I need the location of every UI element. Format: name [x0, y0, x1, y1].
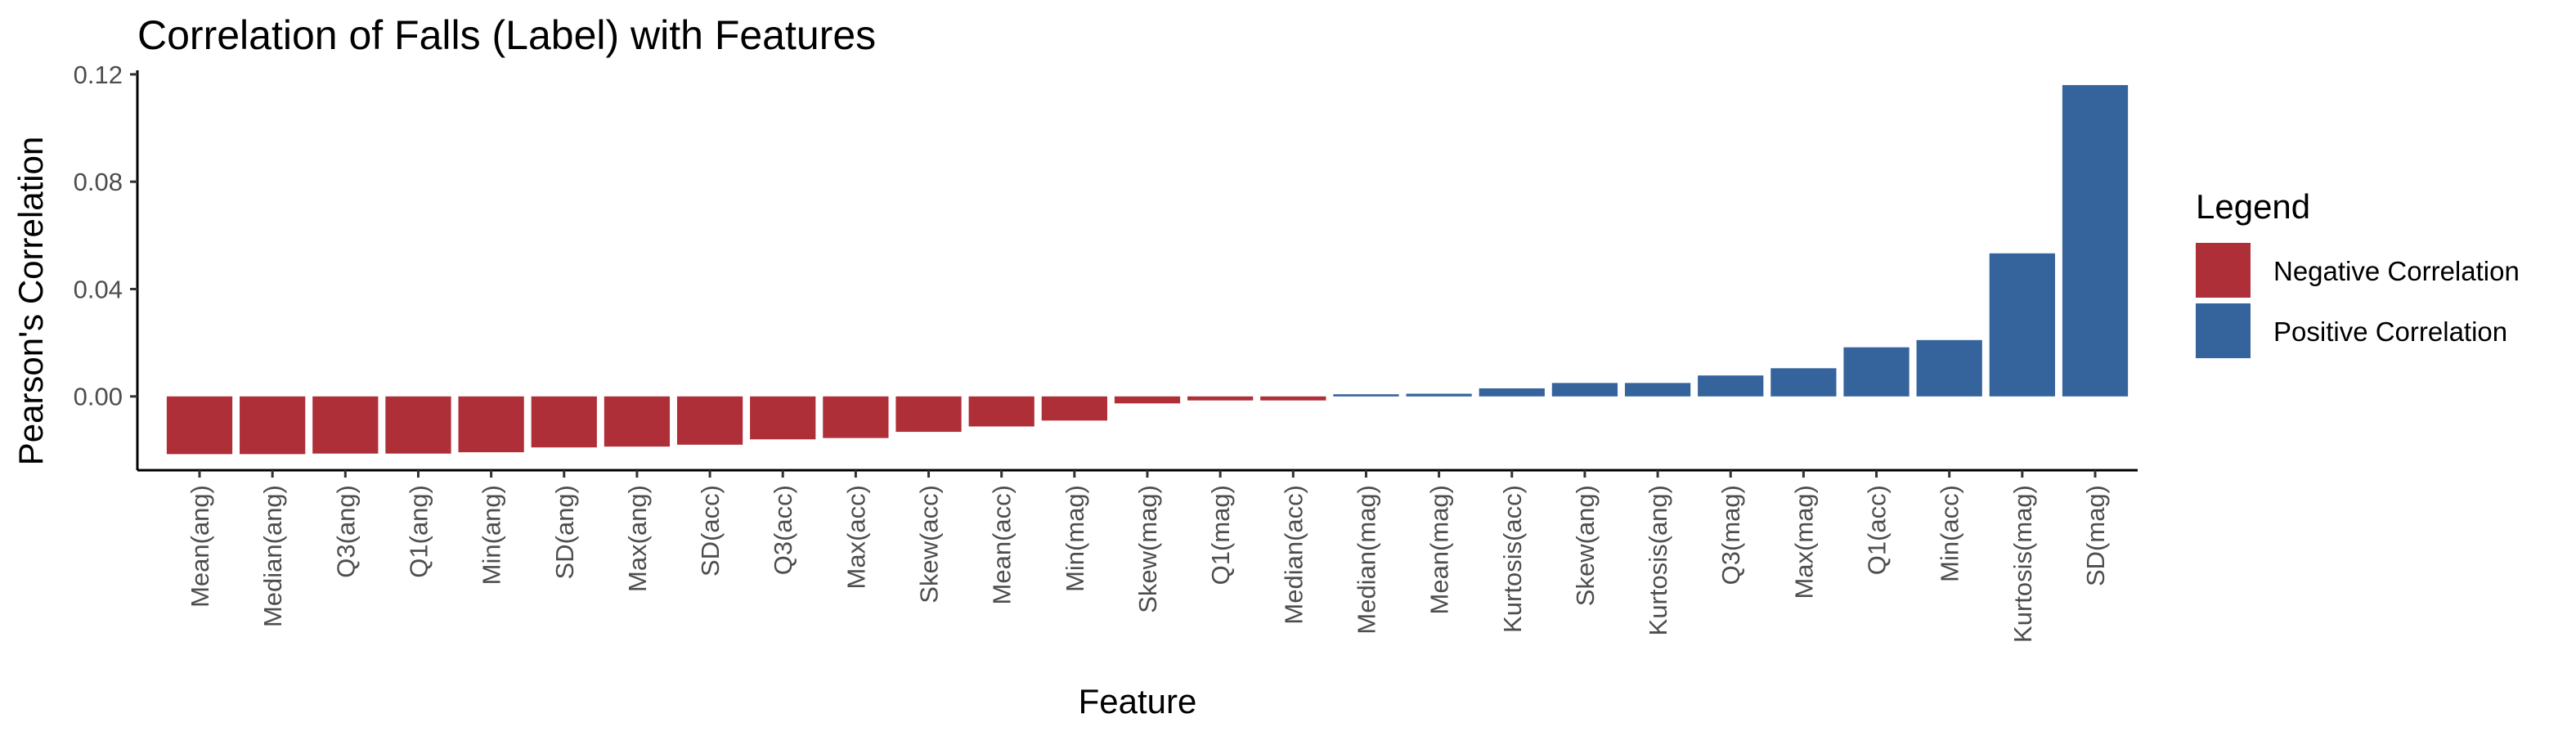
- bar-min-mag: [1041, 396, 1107, 421]
- chart-title: Correlation of Falls (Label) with Featur…: [137, 12, 876, 58]
- bar-kurtosis-mag: [1989, 253, 2055, 397]
- x-tick-label: Q3(ang): [331, 485, 360, 578]
- legend: Legend Negative Correlation Positive Cor…: [2196, 187, 2520, 358]
- x-tick-label: Skew(ang): [1571, 485, 1600, 606]
- bar-q1-ang: [385, 396, 451, 454]
- bar-median-mag: [1333, 394, 1399, 397]
- y-tick-label: 0.04: [74, 275, 123, 303]
- bar-max-mag: [1770, 368, 1837, 397]
- x-tick-label: Skew(acc): [915, 485, 944, 604]
- x-tick-label: Q1(acc): [1863, 485, 1892, 575]
- y-tick-label: 0.12: [74, 61, 123, 89]
- bar-min-acc: [1916, 339, 1982, 397]
- legend-swatch-positive: [2196, 303, 2251, 358]
- bar-sd-ang: [531, 396, 597, 448]
- x-tick-label: Mean(ang): [186, 485, 214, 608]
- x-axis-title: Feature: [1079, 682, 1197, 720]
- bar-mean-ang: [166, 396, 233, 455]
- bar-kurtosis-ang: [1624, 383, 1691, 397]
- x-tick-label: Q3(mag): [1717, 485, 1745, 585]
- bar-kurtosis-acc: [1479, 388, 1545, 397]
- bar-q1-mag: [1187, 396, 1254, 401]
- legend-label-negative: Negative Correlation: [2273, 256, 2520, 286]
- y-axis-title: Pearson's Correlation: [11, 137, 50, 466]
- y-axis: 0.00 0.04 0.08 0.12: [74, 61, 139, 470]
- x-tick-label: Kurtosis(acc): [1498, 485, 1527, 633]
- legend-label-positive: Positive Correlation: [2273, 316, 2507, 347]
- bar-median-ang: [240, 396, 306, 455]
- x-tick-label: Q1(ang): [404, 485, 433, 578]
- x-tick-label: Max(acc): [841, 485, 870, 589]
- bar-max-ang: [604, 396, 671, 447]
- legend-swatch-negative: [2196, 243, 2251, 298]
- y-tick-label: 0.00: [74, 383, 123, 411]
- x-tick-label: Min(mag): [1061, 485, 1089, 592]
- x-tick-label: Min(ang): [478, 485, 506, 585]
- bar-mean-acc: [968, 396, 1034, 427]
- x-tick-label: Median(mag): [1352, 485, 1380, 635]
- x-tick-label: Max(mag): [1789, 485, 1818, 599]
- bar-skew-mag: [1114, 396, 1181, 404]
- x-tick-label: Kurtosis(ang): [1644, 485, 1672, 635]
- y-tick-label: 0.08: [74, 168, 123, 196]
- x-tick-label: SD(mag): [2081, 485, 2110, 586]
- bar-sd-acc: [676, 396, 743, 445]
- x-tick-label: Median(acc): [1279, 485, 1308, 625]
- x-tick-label: Skew(mag): [1133, 485, 1162, 613]
- x-axis: Mean(ang) Median(ang) Q3(ang) Q1(ang) Min(an…: [137, 469, 2138, 643]
- bar-min-ang: [458, 396, 524, 453]
- x-tick-label: Kurtosis(mag): [2008, 485, 2037, 643]
- bar-sd-mag: [2062, 85, 2129, 397]
- bar-q1-acc: [1843, 347, 1910, 397]
- x-tick-label: Mean(mag): [1425, 485, 1454, 615]
- x-tick-label: SD(ang): [550, 485, 579, 579]
- bars-group: [166, 85, 2129, 455]
- bar-mean-mag: [1406, 393, 1472, 397]
- x-tick-label: Min(acc): [1936, 485, 1964, 582]
- x-tick-label: Max(ang): [623, 485, 652, 592]
- bar-median-acc: [1260, 396, 1326, 401]
- bar-q3-mag: [1698, 375, 1764, 397]
- x-tick-label: Q1(mag): [1206, 485, 1235, 585]
- x-tick-label: SD(acc): [696, 485, 725, 577]
- bar-max-acc: [823, 396, 889, 438]
- x-tick-label: Q3(acc): [769, 485, 797, 575]
- x-tick-label: Median(ang): [258, 485, 287, 627]
- bar-q3-ang: [312, 396, 379, 454]
- bar-skew-acc: [895, 396, 962, 433]
- x-tick-label: Mean(acc): [988, 485, 1016, 604]
- bar-skew-ang: [1551, 383, 1618, 397]
- legend-title: Legend: [2196, 187, 2310, 226]
- bar-q3-acc: [750, 396, 816, 440]
